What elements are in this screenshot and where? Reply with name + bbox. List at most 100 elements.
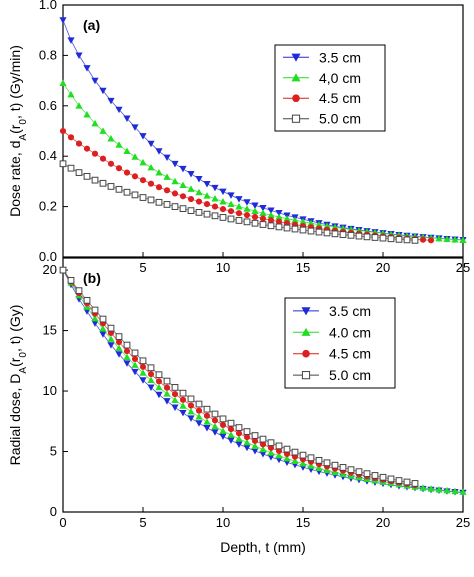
data-point [291,225,299,233]
data-point [411,236,419,244]
data-point [171,391,179,398]
data-point [99,127,107,134]
data-point [139,158,147,166]
data-point [67,90,75,98]
data-point [299,218,307,225]
data-point [211,203,219,210]
data-point [339,464,347,471]
legend-label: 4.0 cm [329,324,371,340]
data-point [259,435,267,443]
x-tick-label: 15 [296,260,310,275]
data-point [227,437,235,444]
legend-marker [301,327,311,336]
legend-label: 5.0 cm [319,111,361,127]
data-point [339,231,347,238]
x-tick-label: 20 [376,260,390,275]
data-point [139,377,147,384]
data-point [59,266,67,274]
data-point [179,181,187,189]
data-point [155,184,163,191]
data-point [387,475,395,483]
data-point [155,383,163,391]
data-point [251,213,259,220]
data-point [251,448,259,455]
data-point [75,140,83,147]
panel-label: (a) [83,17,100,33]
data-point [131,173,139,180]
data-point [171,404,179,411]
data-point [371,234,379,241]
data-point [131,361,139,368]
data-point [99,325,107,332]
legend-marker [292,94,300,103]
data-point [259,445,267,453]
data-point [115,344,123,351]
data-point [251,442,259,449]
data-point [339,470,347,478]
x-tick-label: 10 [216,260,230,275]
data-point [315,228,323,236]
data-point [67,276,75,284]
data-point [267,211,275,219]
series-line [62,269,464,493]
legend-label: 3.5 cm [329,303,371,319]
series-3 [59,160,419,244]
data-point [115,351,123,358]
data-point [283,445,291,453]
data-point [347,231,355,239]
x-tick-label: 10 [216,515,230,530]
data-point [59,79,67,86]
data-point [211,429,219,436]
x-tick-label: 5 [139,515,146,530]
data-point [203,425,211,432]
data-point [91,119,99,127]
data-point [227,215,235,223]
data-point [107,183,115,190]
data-point [251,437,259,444]
data-point [259,221,267,228]
data-point [347,466,355,474]
data-point [291,216,299,224]
data-point [195,209,203,216]
data-point [203,201,211,208]
data-point [419,236,427,243]
data-point [435,486,443,493]
data-point [179,165,187,173]
data-point [299,451,307,459]
data-point [267,454,275,461]
plot-frame [62,257,464,513]
data-point [67,164,75,172]
legend-box [274,44,386,132]
data-point [91,77,99,85]
x-tick-label: 15 [296,515,310,530]
y-tick-label: 0 [50,504,57,519]
data-point [307,227,315,235]
legend-marker [301,307,311,316]
data-point [291,457,299,464]
legend-marker [301,371,311,380]
series-1 [59,266,467,495]
data-point [107,335,115,342]
data-point [243,205,251,212]
data-point [363,233,371,241]
data-point [267,439,275,447]
data-point [163,377,171,385]
data-point [187,408,195,415]
data-point [179,396,187,403]
data-point [131,191,139,199]
data-point [187,415,195,422]
series-2 [59,127,435,244]
data-point [123,360,131,367]
data-point [203,181,211,188]
data-point [235,196,243,203]
data-point [235,210,243,217]
data-point [123,341,131,349]
data-point [179,409,187,417]
x-tick-label: 5 [139,260,146,275]
data-point [179,193,187,200]
data-point [291,448,299,456]
y-tick-label: 0.8 [39,47,57,62]
legend-marker [291,73,301,82]
panel-b: 0 5 10 15 20 0 5 10 15 20 25 (b) Radial dose, DA(r0,… [7,257,470,555]
data-point [299,226,307,234]
